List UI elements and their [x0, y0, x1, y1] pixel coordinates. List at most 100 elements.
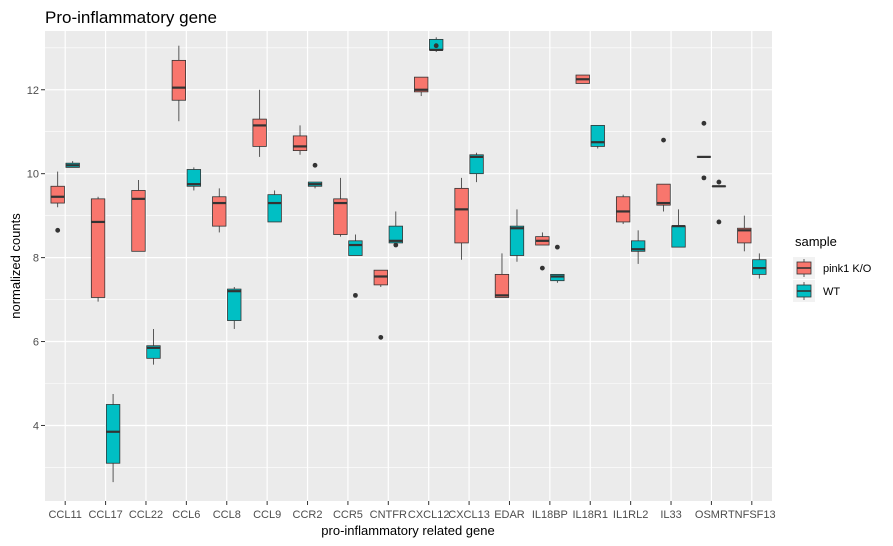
x-tick-label: CXCL13 — [448, 509, 490, 521]
x-tick-label: OSMR — [695, 509, 728, 521]
y-tick-label: 4 — [33, 420, 39, 432]
box-body — [737, 227, 752, 244]
x-tick-label: CCL11 — [48, 509, 81, 521]
box-body — [671, 225, 686, 248]
x-tick-label: IL18R1 — [573, 509, 608, 521]
box-CXCL13-pink1-ko — [454, 177, 469, 260]
x-tick-label: CCR2 — [293, 509, 323, 521]
box-OSMR-wt — [711, 179, 727, 225]
legend-label: pink1 K/O — [823, 263, 872, 275]
box-EDAR-pink1-ko — [494, 253, 510, 298]
outlier-point — [554, 244, 560, 250]
plot-panel — [45, 31, 772, 501]
x-tick-label: CCL6 — [172, 509, 200, 521]
x-tick-label: CNTFR — [370, 509, 407, 521]
box-body — [267, 194, 282, 223]
box-EDAR-wt — [509, 209, 525, 262]
box-TNFSF13-wt — [752, 253, 767, 279]
legend-item-wt: WT — [793, 280, 840, 302]
outlier-point — [393, 242, 399, 248]
x-tick-label: EDAR — [494, 509, 525, 521]
box-CCL9-wt — [267, 190, 282, 223]
box-CCL22-pink1-ko — [131, 179, 146, 252]
box-TNFSF13-pink1-ko — [737, 215, 752, 252]
legend-title: sample — [795, 234, 837, 249]
box-body — [90, 198, 106, 298]
outlier-point — [701, 175, 707, 181]
box-plots — [50, 37, 767, 483]
box-body — [171, 59, 187, 101]
box-IL18BP-wt — [550, 244, 565, 283]
box-body — [414, 76, 429, 93]
box-body — [186, 169, 202, 187]
outlier-point — [661, 137, 666, 143]
box-IL33-pink1-ko — [656, 137, 671, 212]
box-body — [494, 273, 510, 298]
box-IL18R1-pink1-ko — [575, 74, 590, 84]
x-tick-label: IL33 — [660, 509, 681, 521]
y-axis-title: normalized counts — [8, 213, 23, 319]
box-body — [252, 118, 267, 147]
box-CCL11-wt — [65, 161, 80, 168]
x-tick-label: CCR5 — [333, 509, 363, 521]
outlier-point — [716, 219, 722, 225]
box-body — [212, 196, 227, 227]
x-tick-label: CCL8 — [213, 509, 241, 521]
box-body — [333, 198, 348, 235]
y-tick-label: 6 — [33, 337, 39, 349]
box-body — [227, 288, 242, 321]
box-CCR5-wt — [348, 234, 363, 298]
y-tick-label: 12 — [27, 85, 39, 97]
y-axis-ticks: 4 6 8 10 12 — [27, 85, 45, 432]
outlier-point — [433, 43, 439, 49]
x-tick-label: IL18BP — [532, 509, 568, 521]
box-CCL17-pink1-ko — [90, 196, 106, 302]
box-CNTFR-wt — [388, 211, 403, 248]
box-body — [50, 185, 65, 204]
box-CCL17-wt — [105, 393, 121, 483]
box-OSMR-pink1-ko — [696, 120, 712, 181]
box-body — [630, 240, 646, 252]
box-body — [131, 190, 146, 252]
box-body — [348, 240, 363, 256]
x-tick-label: CCL17 — [88, 509, 122, 521]
y-tick-label: 8 — [33, 253, 39, 265]
x-axis-ticks: CCL11 CCL17 CCL22 CCL6 CCL8 CCL9 CCR2 CCR5 CNTFR… — [48, 501, 776, 521]
box-CCL22-wt — [146, 328, 161, 365]
x-tick-label: CXCL12 — [408, 509, 450, 521]
box-CCL9-pink1-ko — [252, 89, 267, 157]
outlier-point — [378, 334, 384, 340]
box-body — [615, 196, 631, 223]
outlier-point — [539, 265, 545, 271]
legend-label: WT — [823, 286, 840, 298]
box-IL18BP-pink1-ko — [535, 232, 550, 271]
box-CXCL12-wt — [429, 37, 444, 52]
outlier-point — [55, 227, 61, 233]
box-body — [469, 154, 484, 175]
legend-item-pink1-ko: pink1 K/O — [793, 257, 872, 279]
box-IL1RL2-pink1-ko — [615, 194, 631, 225]
box-CCR2-pink1-ko — [292, 125, 308, 155]
box-CNTFR-pink1-ko — [373, 269, 388, 340]
box-CCL11-pink1-ko — [50, 171, 65, 233]
box-IL18R1-wt — [590, 125, 605, 149]
box-IL1RL2-wt — [630, 230, 646, 264]
box-body — [509, 225, 525, 256]
box-CCL6-wt — [186, 167, 202, 191]
box-body — [454, 187, 469, 244]
x-tick-label: TNFSF13 — [728, 509, 776, 521]
y-tick-label: 10 — [27, 169, 39, 181]
grid-lines — [45, 31, 772, 501]
outlier-point — [353, 292, 358, 298]
box-CCR5-pink1-ko — [333, 177, 348, 237]
box-body — [292, 135, 308, 151]
box-CCL8-pink1-ko — [212, 188, 227, 233]
box-CCR2-wt — [307, 162, 323, 189]
x-axis-title: pro-inflammatory related gene — [321, 523, 494, 538]
box-CCL6-pink1-ko — [171, 45, 187, 122]
box-body — [105, 404, 121, 464]
box-CXCL13-wt — [469, 152, 484, 183]
outlier-point — [716, 179, 722, 185]
x-tick-label: CCL9 — [253, 509, 281, 521]
